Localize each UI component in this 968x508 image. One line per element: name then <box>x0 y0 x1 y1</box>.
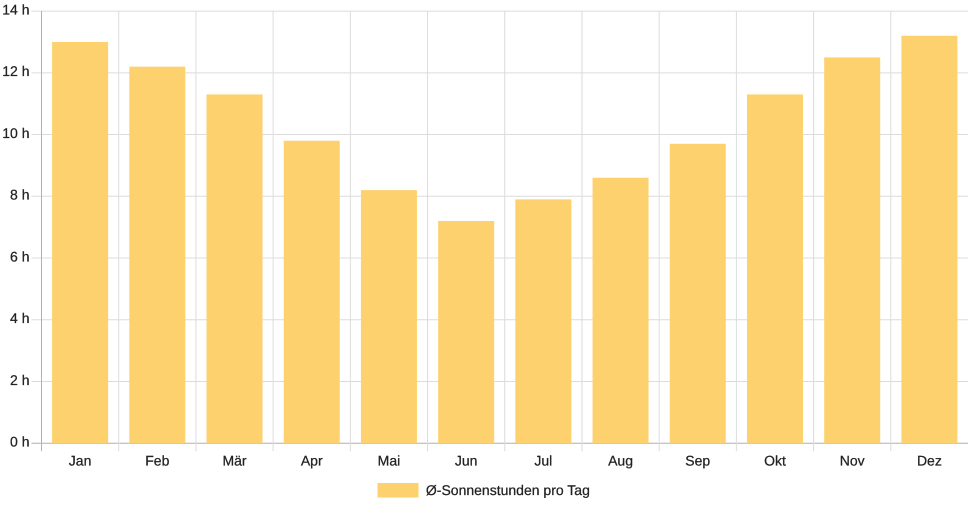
svg-text:Dez: Dez <box>917 453 942 469</box>
svg-text:Apr: Apr <box>301 453 323 469</box>
svg-text:Jan: Jan <box>69 453 92 469</box>
svg-text:12 h: 12 h <box>2 63 29 79</box>
svg-text:0 h: 0 h <box>10 434 29 450</box>
svg-text:Jun: Jun <box>455 453 478 469</box>
svg-text:Aug: Aug <box>608 453 633 469</box>
svg-text:8 h: 8 h <box>10 187 29 203</box>
svg-text:Ø-Sonnenstunden pro Tag: Ø-Sonnenstunden pro Tag <box>426 482 590 498</box>
svg-text:Sep: Sep <box>685 453 710 469</box>
svg-text:4 h: 4 h <box>10 310 29 326</box>
svg-text:Nov: Nov <box>840 453 865 469</box>
svg-text:Jul: Jul <box>534 453 552 469</box>
svg-text:Mär: Mär <box>222 453 246 469</box>
svg-text:Mai: Mai <box>378 453 401 469</box>
svg-text:14 h: 14 h <box>2 2 29 18</box>
svg-text:Feb: Feb <box>145 453 169 469</box>
svg-text:2 h: 2 h <box>10 372 29 388</box>
svg-text:6 h: 6 h <box>10 248 29 264</box>
svg-text:Okt: Okt <box>764 453 786 469</box>
svg-text:10 h: 10 h <box>2 125 29 141</box>
